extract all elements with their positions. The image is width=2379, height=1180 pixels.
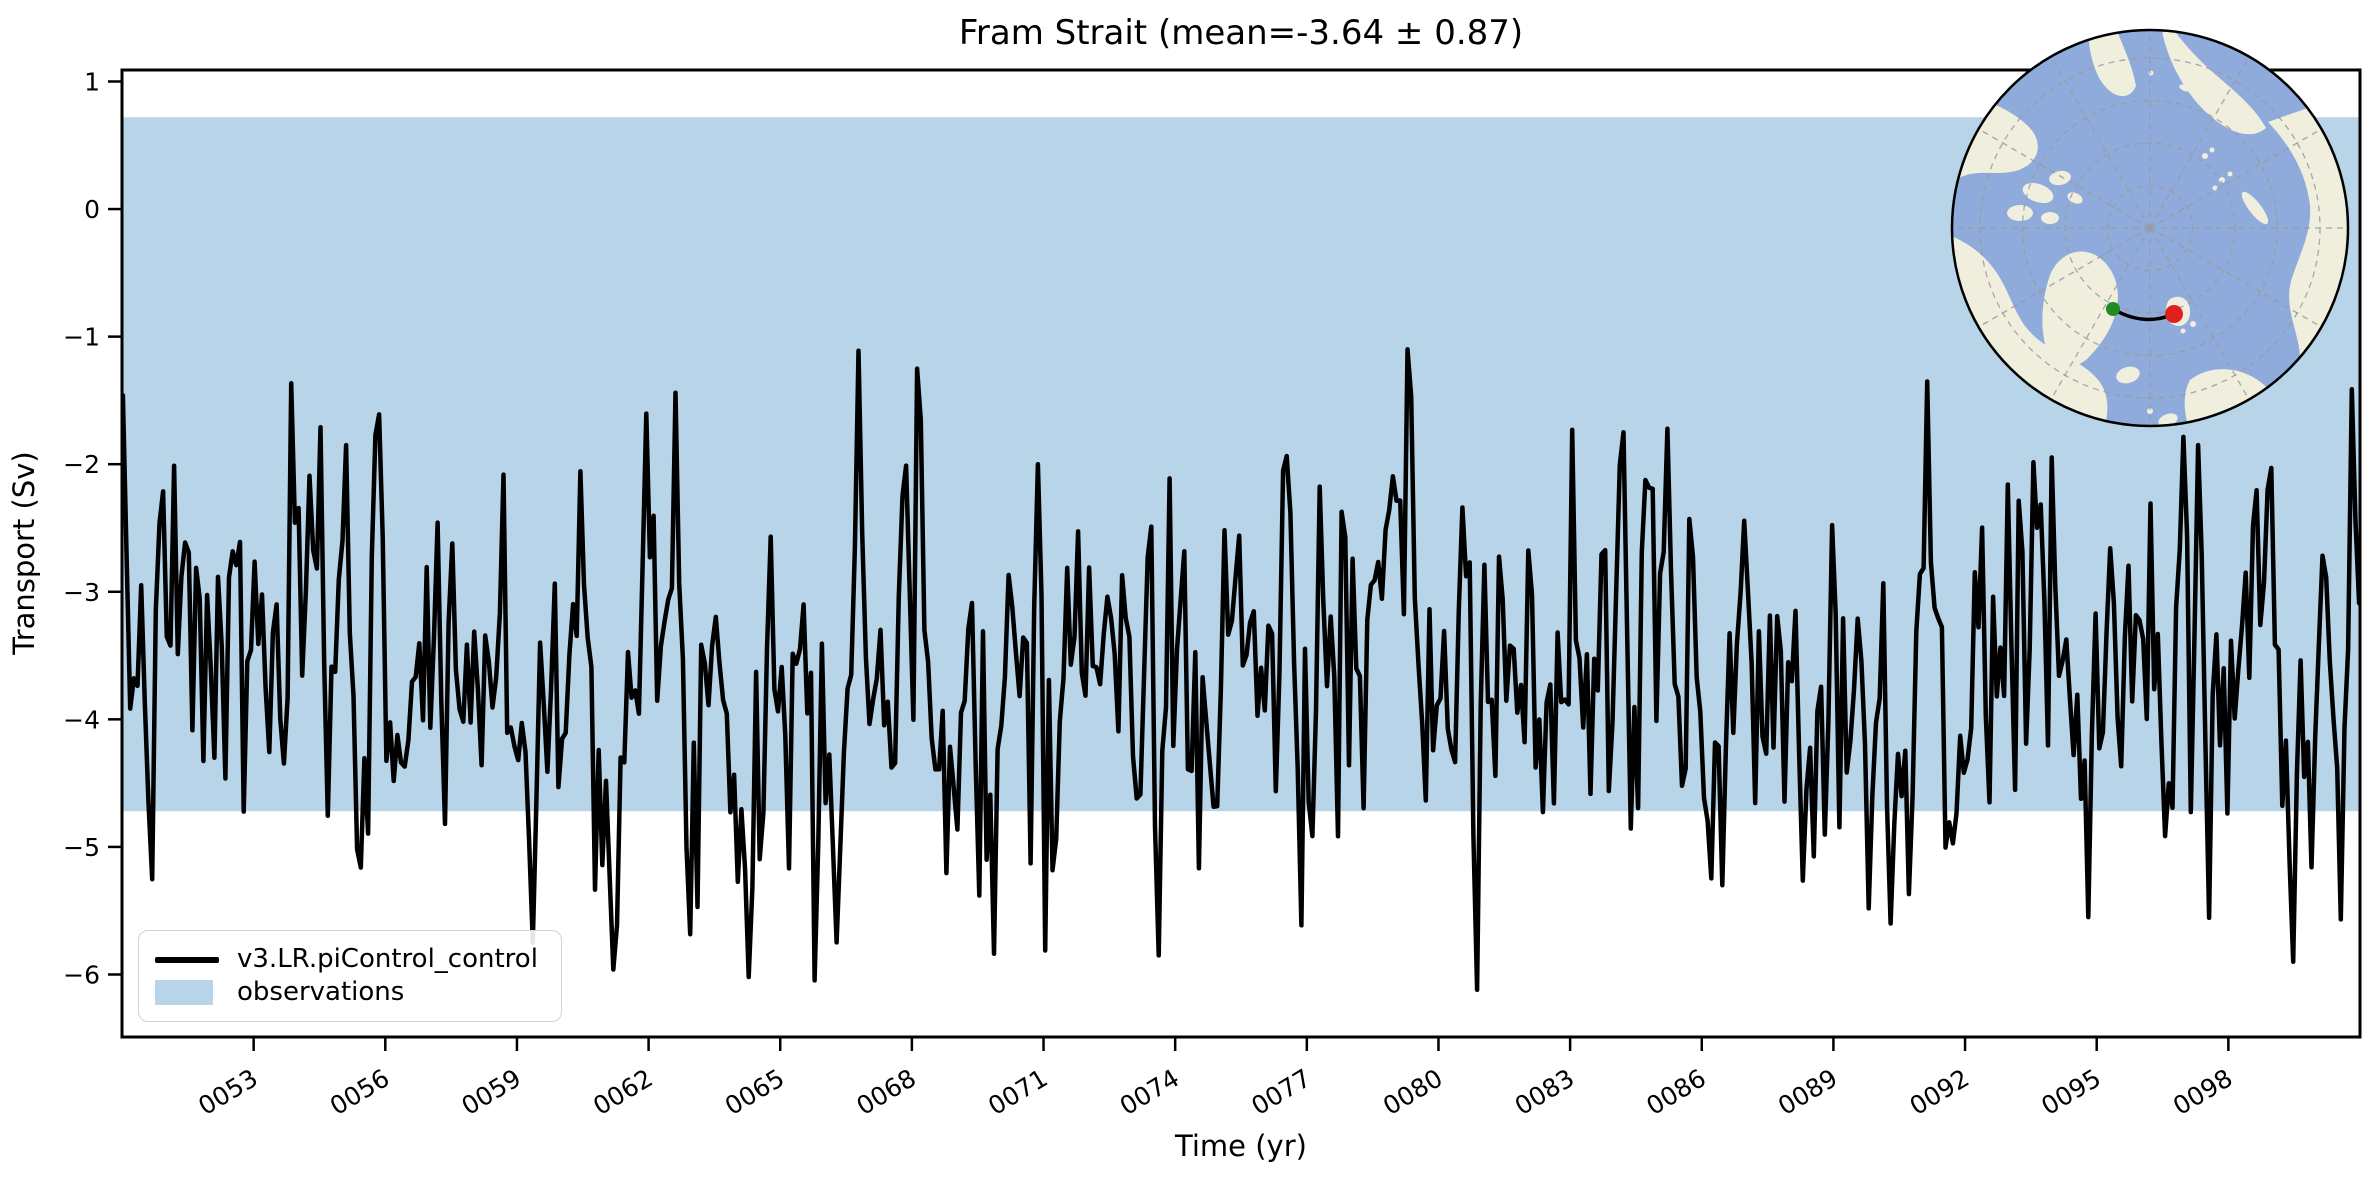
x-tick-label: 0095	[2036, 1063, 2105, 1121]
graticule-meridian	[2149, 55, 2251, 229]
map-border	[1950, 28, 2350, 428]
land-novaya-zemlya	[2241, 191, 2269, 225]
chart-title: Fram Strait (mean=-3.64 ± 0.87)	[959, 13, 1523, 53]
x-tick-label: 0077	[1246, 1063, 1315, 1121]
land-svalbard-islet	[2190, 321, 2196, 327]
y-tick-label: −2	[63, 450, 100, 479]
land-franz-josef	[2212, 185, 2218, 191]
x-tick-label: 0098	[2168, 1063, 2237, 1121]
legend-item-label: observations	[237, 977, 405, 1008]
graticule-circle	[2021, 99, 2279, 357]
observations-patch-swatch	[155, 980, 213, 1005]
x-tick-label: 0089	[1773, 1063, 1842, 1121]
land-bering-islet	[2148, 70, 2154, 76]
inset-map	[1950, 28, 2350, 428]
legend-item-observations: observations	[155, 978, 543, 1007]
graticule-circle	[2064, 142, 2236, 314]
section-start-marker	[2106, 302, 2120, 316]
graticule-meridian	[2049, 55, 2151, 229]
kara-sea-inlet	[2265, 146, 2295, 209]
land-chukotka	[2160, 30, 2266, 135]
legend: v3.LR.piControl_control observations	[138, 930, 562, 1022]
x-tick-label: 0059	[457, 1063, 526, 1121]
y-tick-label: −6	[63, 960, 100, 989]
graticule	[1952, 30, 2348, 426]
y-axis-label: Transport (Sv)	[7, 451, 41, 656]
land-wrangel	[2179, 84, 2191, 92]
x-tick-label: 0080	[1378, 1063, 1447, 1121]
x-axis-label: Time (yr)	[1174, 1129, 1307, 1163]
graticule-meridian	[2149, 227, 2323, 329]
y-tick-label: −3	[63, 578, 100, 607]
x-tick-label: 0056	[325, 1063, 394, 1121]
land-arctic-island	[2007, 205, 2033, 221]
x-tick-label: 0062	[588, 1063, 657, 1121]
x-tick-label: 0065	[720, 1063, 789, 1121]
land-arctic-island	[2022, 182, 2054, 204]
legend-item-model: v3.LR.piControl_control	[155, 945, 543, 974]
x-tick-label: 0086	[1641, 1063, 1710, 1121]
land-arctic-island	[2049, 170, 2071, 186]
graticule-circle	[2106, 184, 2194, 272]
land-north-america-upper	[1952, 88, 2038, 210]
y-tick-label: −5	[63, 833, 100, 862]
x-tick-label: 0083	[1510, 1063, 1579, 1121]
land-svalbard-islet	[2180, 328, 2186, 334]
model-line-swatch	[155, 956, 219, 963]
graticule-meridian	[2049, 227, 2151, 401]
land-iceland	[2116, 366, 2140, 384]
x-tick-label: 0053	[193, 1063, 262, 1121]
y-tick-label: −4	[63, 705, 100, 734]
graticule-meridian	[1977, 227, 2151, 329]
y-tick-label: 0	[84, 195, 100, 224]
x-tick-label: 0074	[1115, 1063, 1184, 1121]
land-severnaya	[2202, 153, 2208, 159]
graticule-meridian	[2149, 227, 2251, 401]
section-end-marker	[2165, 305, 2183, 323]
graticule-meridian	[1977, 127, 2151, 229]
land-severnaya	[2209, 147, 2215, 153]
x-tick-label: 0071	[983, 1063, 1052, 1121]
land-greenland	[2042, 251, 2118, 367]
graticule-meridian	[2149, 127, 2323, 229]
land-franz-josef	[2219, 177, 2225, 183]
x-tick-label: 0092	[1905, 1063, 1974, 1121]
plot-frame	[120, 68, 2362, 1039]
model-transport-line	[120, 347, 2362, 993]
series-group	[120, 347, 2362, 993]
land-franz-josef	[2227, 171, 2233, 177]
y-tick-label: −1	[63, 323, 100, 352]
land-britain	[2158, 413, 2178, 426]
land-alaska	[2088, 30, 2136, 96]
x-tick-label: 0068	[851, 1063, 920, 1121]
y-tick-label: 1	[84, 67, 100, 96]
land-arctic-island	[2041, 212, 2059, 224]
land-faroe	[2147, 408, 2153, 414]
legend-item-label: v3.LR.piControl_control	[237, 944, 538, 975]
